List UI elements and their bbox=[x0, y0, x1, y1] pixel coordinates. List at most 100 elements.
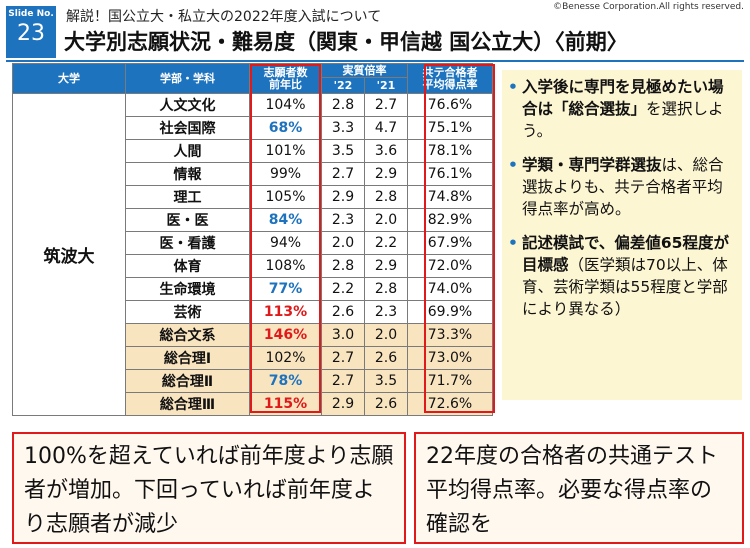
ratio-2022-cell: 2.8 bbox=[321, 254, 365, 278]
ratio-2022-cell: 2.0 bbox=[321, 231, 365, 255]
note-item: 学類・専門学群選抜は、総合選抜よりも、共テ合格者平均得点率が高め。 bbox=[508, 154, 734, 220]
ratio-2021-cell: 2.0 bbox=[364, 208, 408, 232]
ratio-2021-cell: 3.5 bbox=[364, 369, 408, 393]
applicants-change-cell: 115% bbox=[249, 392, 322, 416]
department-cell: 総合理Ⅲ bbox=[125, 392, 250, 416]
ratio-2021-cell: 2.9 bbox=[364, 162, 408, 186]
table-row: 医・看護 94% 2.0 2.2 67.9% bbox=[13, 231, 493, 255]
applicants-change-cell: 99% bbox=[249, 162, 322, 186]
header-ratio: 実質倍率 bbox=[321, 63, 408, 78]
applicants-change-cell: 77% bbox=[249, 277, 322, 301]
table-row: 芸術 113% 2.6 2.3 69.9% bbox=[13, 300, 493, 324]
header-applicants: 志願者数 前年比 bbox=[249, 63, 322, 94]
department-cell: 医・医 bbox=[125, 208, 250, 232]
score-rate-cell: 74.8% bbox=[407, 185, 493, 209]
score-rate-cell: 75.1% bbox=[407, 116, 493, 140]
department-cell: 総合文系 bbox=[125, 323, 250, 347]
applicants-change-cell: 102% bbox=[249, 346, 322, 370]
header-year-21: '21 bbox=[364, 77, 408, 94]
note-item: 記述模試で、偏差値65程度が目標感（医学類は70以上、体育、芸術学類は55程度と… bbox=[508, 232, 734, 320]
applicants-change-cell: 146% bbox=[249, 323, 322, 347]
department-cell: 理工 bbox=[125, 185, 250, 209]
applicants-change-cell: 104% bbox=[249, 93, 322, 117]
ratio-2021-cell: 3.6 bbox=[364, 139, 408, 163]
ratio-2021-cell: 2.6 bbox=[364, 346, 408, 370]
score-explanation-callout: 22年度の合格者の共通テスト平均得点率。必要な得点率の確認を bbox=[414, 432, 744, 544]
score-rate-cell: 71.7% bbox=[407, 369, 493, 393]
ratio-2022-cell: 2.8 bbox=[321, 93, 365, 117]
table-row: 医・医 84% 2.3 2.0 82.9% bbox=[13, 208, 493, 232]
admissions-table: 大学 学部・学科 志願者数 前年比 実質倍率 共テ合格者 平均得点率 '22 '21… bbox=[12, 63, 493, 416]
table-row: 社会国際 68% 3.3 4.7 75.1% bbox=[13, 116, 493, 140]
ratio-2021-cell: 4.7 bbox=[364, 116, 408, 140]
table-row: 総合理Ⅰ 102% 2.7 2.6 73.0% bbox=[13, 346, 493, 370]
slide-number-label: Slide No. bbox=[8, 9, 54, 19]
ratio-2021-cell: 2.0 bbox=[364, 323, 408, 347]
score-rate-cell: 69.9% bbox=[407, 300, 493, 324]
department-cell: 体育 bbox=[125, 254, 250, 278]
table-row: 総合理Ⅱ 78% 2.7 3.5 71.7% bbox=[13, 369, 493, 393]
title-divider bbox=[6, 60, 744, 62]
table-row: 情報 99% 2.7 2.9 76.1% bbox=[13, 162, 493, 186]
score-rate-cell: 67.9% bbox=[407, 231, 493, 255]
slide-number-badge: Slide No. 23 bbox=[6, 6, 56, 58]
score-rate-cell: 76.1% bbox=[407, 162, 493, 186]
department-cell: 総合理Ⅱ bbox=[125, 369, 250, 393]
score-rate-cell: 78.1% bbox=[407, 139, 493, 163]
score-rate-cell: 72.0% bbox=[407, 254, 493, 278]
table-row: 筑波大 人文文化 104% 2.8 2.7 76.6% bbox=[12, 93, 493, 416]
applicants-change-cell: 84% bbox=[249, 208, 322, 232]
applicants-explanation-callout: 100%を超えていれば前年度より志願者が増加。下回っていれば前年度より志願者が減… bbox=[12, 432, 406, 544]
ratio-2022-cell: 3.3 bbox=[321, 116, 365, 140]
ratio-2021-cell: 2.3 bbox=[364, 300, 408, 324]
ratio-2022-cell: 2.9 bbox=[321, 185, 365, 209]
ratio-2021-cell: 2.7 bbox=[364, 93, 408, 117]
ratio-2021-cell: 2.9 bbox=[364, 254, 408, 278]
note-item: 入学後に専門を見極めたい場合は「総合選抜」を選択しよう。 bbox=[508, 76, 734, 142]
ratio-2022-cell: 2.7 bbox=[321, 369, 365, 393]
department-cell: 医・看護 bbox=[125, 231, 250, 255]
department-cell: 情報 bbox=[125, 162, 250, 186]
ratio-2021-cell: 2.8 bbox=[364, 277, 408, 301]
score-rate-cell: 73.3% bbox=[407, 323, 493, 347]
department-cell: 生命環境 bbox=[125, 277, 250, 301]
slide-number: 23 bbox=[17, 21, 45, 46]
table-row: 理工 105% 2.9 2.8 74.8% bbox=[13, 185, 493, 209]
page-title: 大学別志願状況・難易度（関東・甲信越 国公立大）〈前期〉 bbox=[64, 30, 628, 54]
header-year-22: '22 bbox=[321, 77, 365, 94]
department-cell: 芸術 bbox=[125, 300, 250, 324]
university-name: 筑波大 bbox=[12, 93, 126, 416]
header-score: 共テ合格者 平均得点率 bbox=[407, 63, 493, 94]
score-rate-cell: 76.6% bbox=[407, 93, 493, 117]
ratio-2022-cell: 3.0 bbox=[321, 323, 365, 347]
notes-panel: 入学後に専門を見極めたい場合は「総合選抜」を選択しよう。 学類・専門学群選抜は、… bbox=[502, 70, 742, 400]
applicants-change-cell: 68% bbox=[249, 116, 322, 140]
ratio-2022-cell: 2.7 bbox=[321, 346, 365, 370]
table-row: 総合理Ⅲ 115% 2.9 2.6 72.6% bbox=[13, 392, 493, 416]
score-rate-cell: 72.6% bbox=[407, 392, 493, 416]
ratio-2022-cell: 3.5 bbox=[321, 139, 365, 163]
score-rate-cell: 73.0% bbox=[407, 346, 493, 370]
header-university: 大学 bbox=[12, 63, 126, 94]
table-row: 人間 101% 3.5 3.6 78.1% bbox=[13, 139, 493, 163]
ratio-2022-cell: 2.2 bbox=[321, 277, 365, 301]
copyright: ©Benesse Corporation.All rights reserved… bbox=[553, 2, 744, 12]
applicants-change-cell: 101% bbox=[249, 139, 322, 163]
applicants-change-cell: 105% bbox=[249, 185, 322, 209]
score-rate-cell: 74.0% bbox=[407, 277, 493, 301]
applicants-change-cell: 108% bbox=[249, 254, 322, 278]
department-cell: 人間 bbox=[125, 139, 250, 163]
department-cell: 総合理Ⅰ bbox=[125, 346, 250, 370]
ratio-2022-cell: 2.9 bbox=[321, 392, 365, 416]
applicants-change-cell: 113% bbox=[249, 300, 322, 324]
page-subtitle: 解説！国公立大・私立大の2022年度入試について bbox=[66, 9, 382, 25]
table-row: 総合文系 146% 3.0 2.0 73.3% bbox=[13, 323, 493, 347]
applicants-change-cell: 78% bbox=[249, 369, 322, 393]
ratio-2021-cell: 2.6 bbox=[364, 392, 408, 416]
ratio-2022-cell: 2.3 bbox=[321, 208, 365, 232]
ratio-2021-cell: 2.2 bbox=[364, 231, 408, 255]
applicants-change-cell: 94% bbox=[249, 231, 322, 255]
department-cell: 人文文化 bbox=[125, 93, 250, 117]
ratio-2022-cell: 2.7 bbox=[321, 162, 365, 186]
score-rate-cell: 82.9% bbox=[407, 208, 493, 232]
